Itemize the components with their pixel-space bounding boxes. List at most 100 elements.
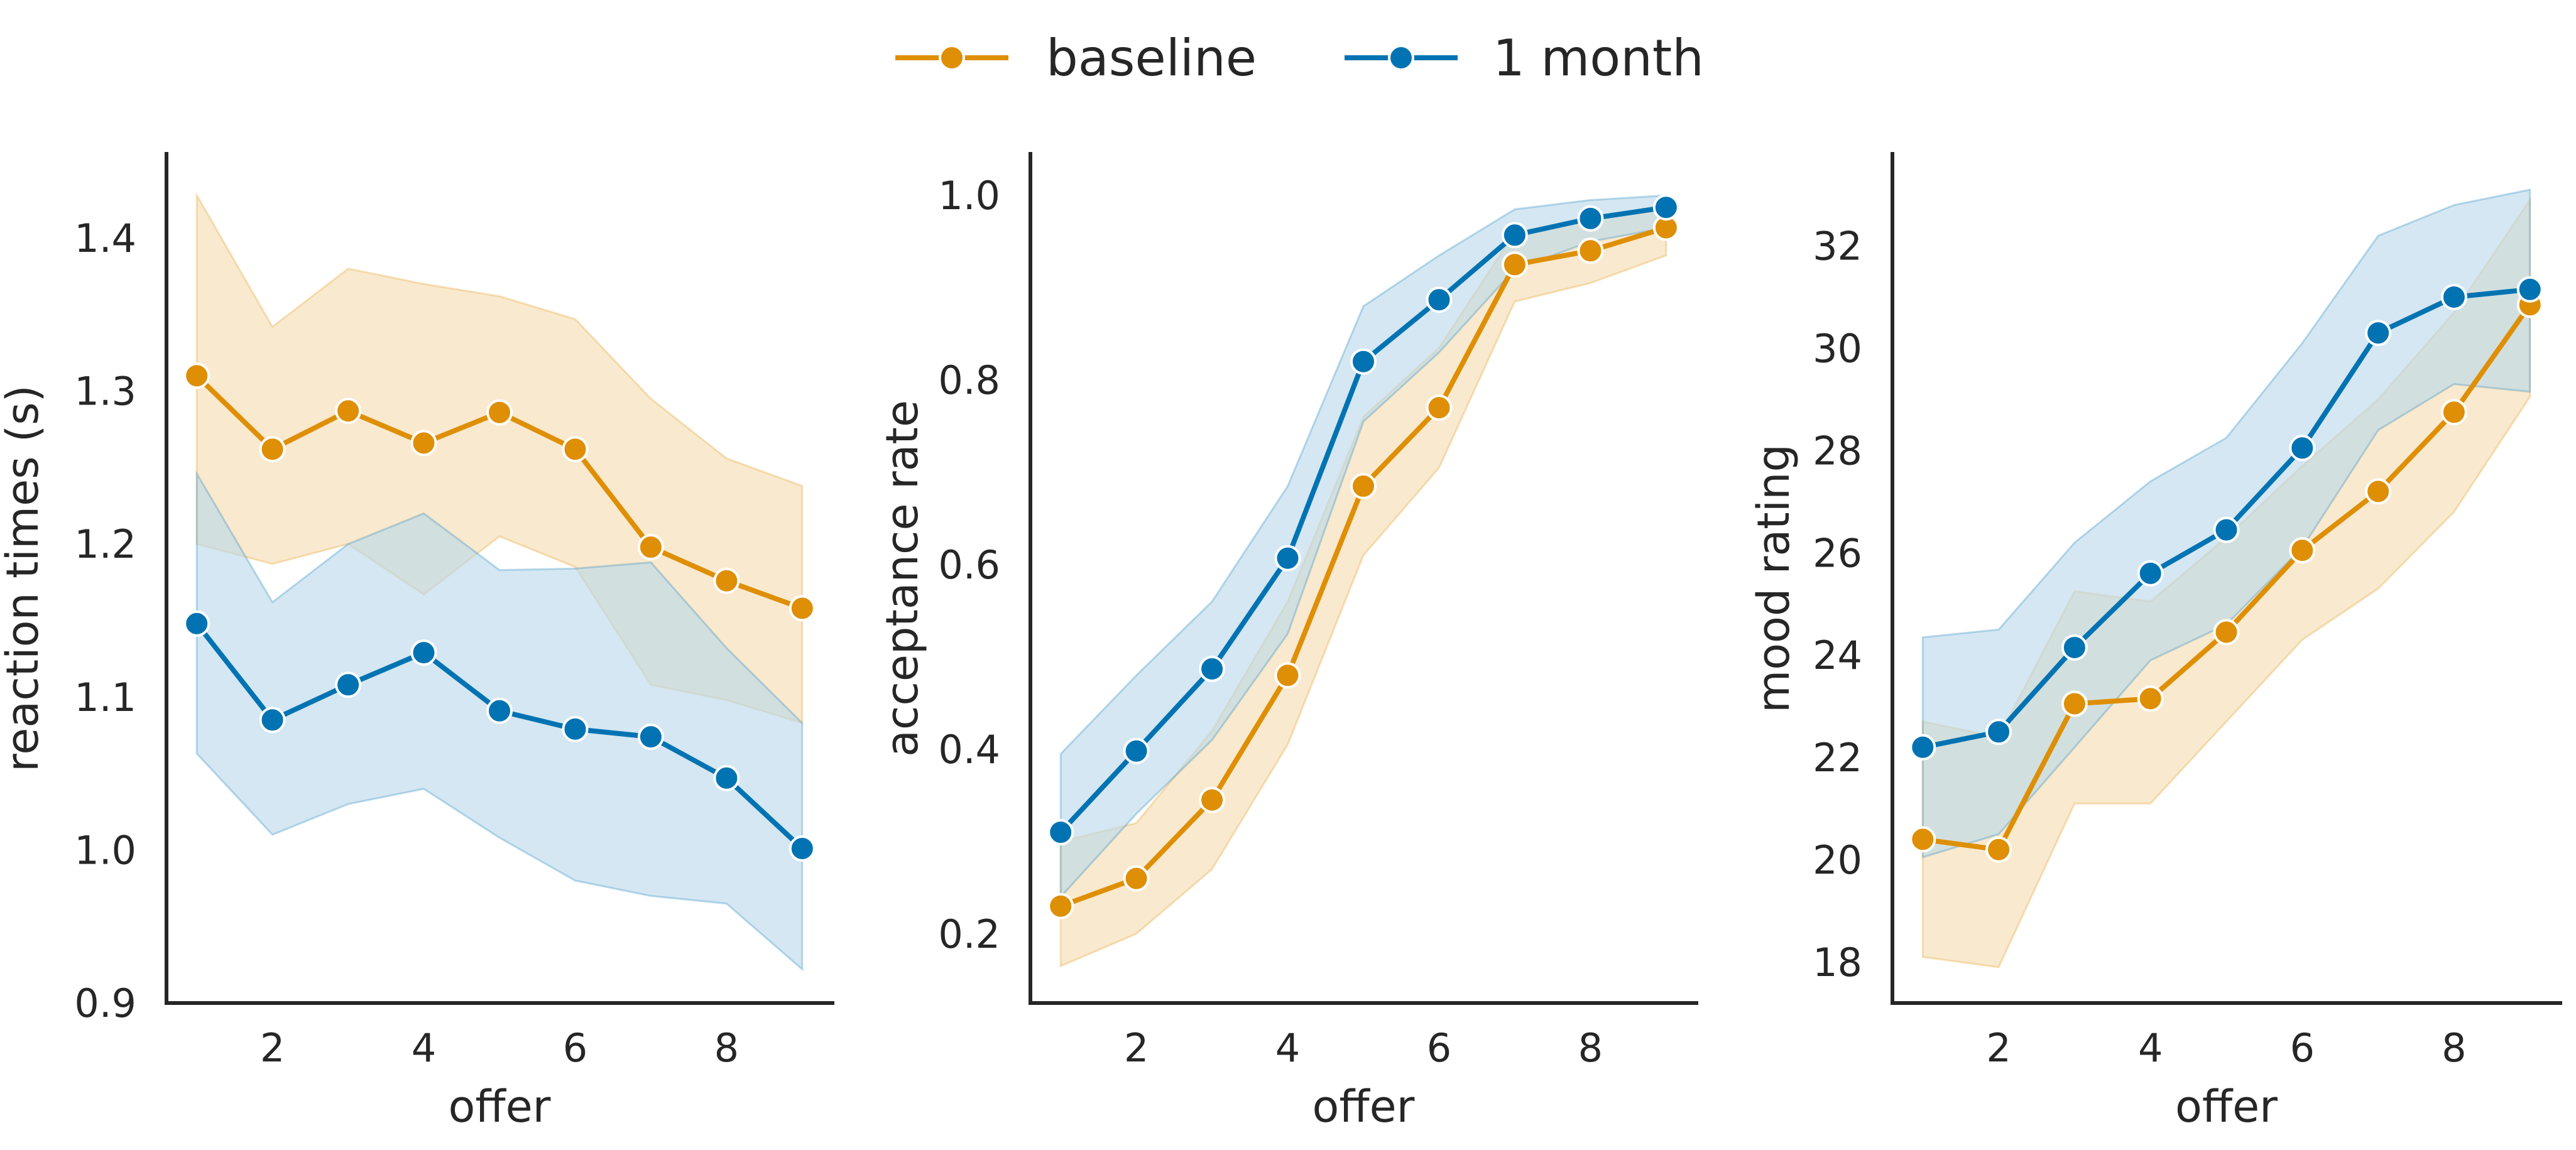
acceptance-rate-point-1-month [1199, 656, 1226, 682]
acceptance-rate-x-axis-label: offer [1313, 1081, 1415, 1132]
acceptance-rate-point-1-month [1350, 348, 1377, 375]
reaction-times-point-1-month [335, 671, 362, 698]
mood-rating-point-baseline [2365, 478, 2392, 505]
mood-rating-y-tick-label: 20 [1813, 837, 1862, 883]
reaction-times-point-baseline [335, 398, 362, 425]
mood-rating-point-1-month [2061, 634, 2088, 661]
acceptance-rate-x-tick-label: 8 [1578, 1025, 1603, 1071]
reaction-times-point-baseline [410, 430, 437, 457]
mood-rating-point-1-month [2137, 560, 2164, 587]
acceptance-rate-y-tick-label: 0.4 [938, 727, 1000, 773]
reaction-times-point-baseline [562, 436, 589, 463]
reaction-times-point-1-month [637, 724, 664, 751]
legend-marker-1-month [1388, 45, 1414, 71]
mood-rating-y-tick-label: 30 [1813, 326, 1862, 372]
reaction-times-y-tick-label: 1.2 [74, 521, 136, 567]
mood-rating-point-1-month [2440, 284, 2467, 310]
mood-rating-point-1-month [2516, 276, 2543, 303]
acceptance-rate-point-1-month [1501, 222, 1528, 249]
legend-label-1-month: 1 month [1493, 29, 1704, 87]
legend-label-baseline: baseline [1046, 29, 1257, 87]
mood-rating-point-1-month [2213, 516, 2240, 543]
legend-entry-baseline: baseline [895, 29, 1257, 87]
acceptance-rate-point-1-month [1047, 819, 1074, 846]
legend-entry-1-month: 1 month [1345, 29, 1704, 87]
acceptance-rate-point-1-month [1652, 194, 1679, 221]
mood-rating-point-1-month [2365, 320, 2392, 347]
mood-rating-point-baseline [2440, 399, 2467, 426]
mood-rating-point-baseline [2061, 690, 2088, 717]
acceptance-rate-point-baseline [1274, 662, 1301, 689]
mood-rating-point-1-month [1985, 719, 2012, 746]
acceptance-rate-point-baseline [1426, 394, 1453, 421]
acceptance-rate-point-1-month [1426, 286, 1453, 313]
acceptance-rate-y-tick-label: 1.0 [938, 173, 1000, 219]
mood-rating-point-1-month [2289, 435, 2316, 462]
mood-rating-y-tick-label: 26 [1813, 530, 1862, 576]
mood-rating-point-baseline [2213, 619, 2240, 646]
reaction-times-point-baseline [259, 436, 286, 463]
acceptance-rate-point-baseline [1047, 892, 1074, 919]
reaction-times-x-tick-label: 4 [412, 1025, 436, 1071]
mood-rating-point-baseline [1909, 826, 1936, 853]
mood-rating-y-axis-label: mood rating [1748, 444, 1799, 713]
acceptance-rate-point-baseline [1123, 865, 1150, 892]
mood-rating-y-tick-label: 18 [1813, 940, 1862, 985]
acceptance-rate-x-tick-label: 4 [1275, 1025, 1300, 1071]
legend: baseline 1 month [895, 29, 1704, 87]
mood-rating-point-baseline [2137, 685, 2164, 712]
mood-rating-point-1-month [1909, 734, 1936, 761]
acceptance-rate-y-tick-label: 0.2 [938, 911, 1000, 957]
reaction-times-point-baseline [713, 567, 740, 594]
reaction-times-x-tick-label: 6 [563, 1025, 587, 1071]
mood-rating-point-baseline [1985, 836, 2012, 863]
mood-rating-x-tick-label: 4 [2138, 1025, 2163, 1071]
reaction-times-y-tick-label: 1.4 [74, 215, 136, 261]
acceptance-rate-x-tick-label: 6 [1427, 1025, 1451, 1071]
acceptance-rate-point-baseline [1577, 237, 1604, 264]
acceptance-rate-y-tick-label: 0.6 [938, 542, 1000, 588]
reaction-times-point-1-month [713, 764, 740, 791]
acceptance-rate-x-tick-label: 2 [1124, 1025, 1149, 1071]
reaction-times-x-tick-label: 2 [260, 1025, 285, 1071]
acceptance-rate-point-baseline [1501, 251, 1528, 278]
reaction-times-x-tick-label: 8 [714, 1025, 739, 1071]
acceptance-rate-point-baseline [1350, 473, 1377, 499]
reaction-times-y-axis-label: reaction times (s) [0, 385, 48, 772]
reaction-times-y-tick-label: 1.1 [74, 675, 136, 720]
reaction-times-point-1-month [486, 697, 513, 724]
acceptance-rate-point-1-month [1123, 737, 1150, 764]
reaction-times-point-1-month [183, 610, 210, 637]
acceptance-rate-point-baseline [1199, 786, 1226, 813]
legend-marker-baseline [939, 45, 965, 71]
mood-rating-y-tick-label: 22 [1813, 735, 1862, 781]
acceptance-rate-y-tick-label: 0.8 [938, 357, 1000, 403]
reaction-times-y-tick-label: 0.9 [74, 980, 136, 1026]
reaction-times-point-1-month [789, 835, 816, 862]
mood-rating-x-tick-label: 6 [2290, 1025, 2315, 1071]
reaction-times-x-axis-label: offer [449, 1081, 551, 1132]
mood-rating-x-tick-label: 8 [2442, 1025, 2466, 1071]
reaction-times-point-baseline [789, 595, 816, 622]
acceptance-rate-point-1-month [1274, 545, 1301, 572]
mood-rating-x-axis-label: offer [2175, 1081, 2278, 1132]
reaction-times-point-baseline [486, 399, 513, 426]
reaction-times-point-1-month [562, 715, 589, 742]
mood-rating-y-tick-label: 24 [1813, 632, 1862, 678]
mood-rating-y-tick-label: 28 [1813, 428, 1862, 474]
acceptance-rate-panel: 2 4 6 8 0.2 0.4 0.6 0.8 1.0 offer acceptance rate [876, 152, 1698, 1132]
reaction-times-point-1-month [410, 639, 437, 666]
reaction-times-y-tick-label: 1.3 [74, 369, 136, 415]
mood-rating-point-baseline [2289, 537, 2316, 564]
reaction-times-y-tick-label: 1.0 [74, 827, 136, 873]
reaction-times-panel: 2 4 6 8 0.9 1.0 1.1 1.2 1.3 1.4 offer reaction time… [0, 152, 834, 1132]
reaction-times-point-1-month [259, 707, 286, 734]
acceptance-rate-y-axis-label: acceptance rate [876, 400, 928, 757]
mood-rating-x-tick-label: 2 [1986, 1025, 2011, 1071]
reaction-times-point-baseline [183, 362, 210, 389]
mood-rating-y-tick-label: 32 [1813, 224, 1862, 269]
acceptance-rate-point-1-month [1577, 205, 1604, 232]
reaction-times-point-baseline [637, 534, 664, 561]
